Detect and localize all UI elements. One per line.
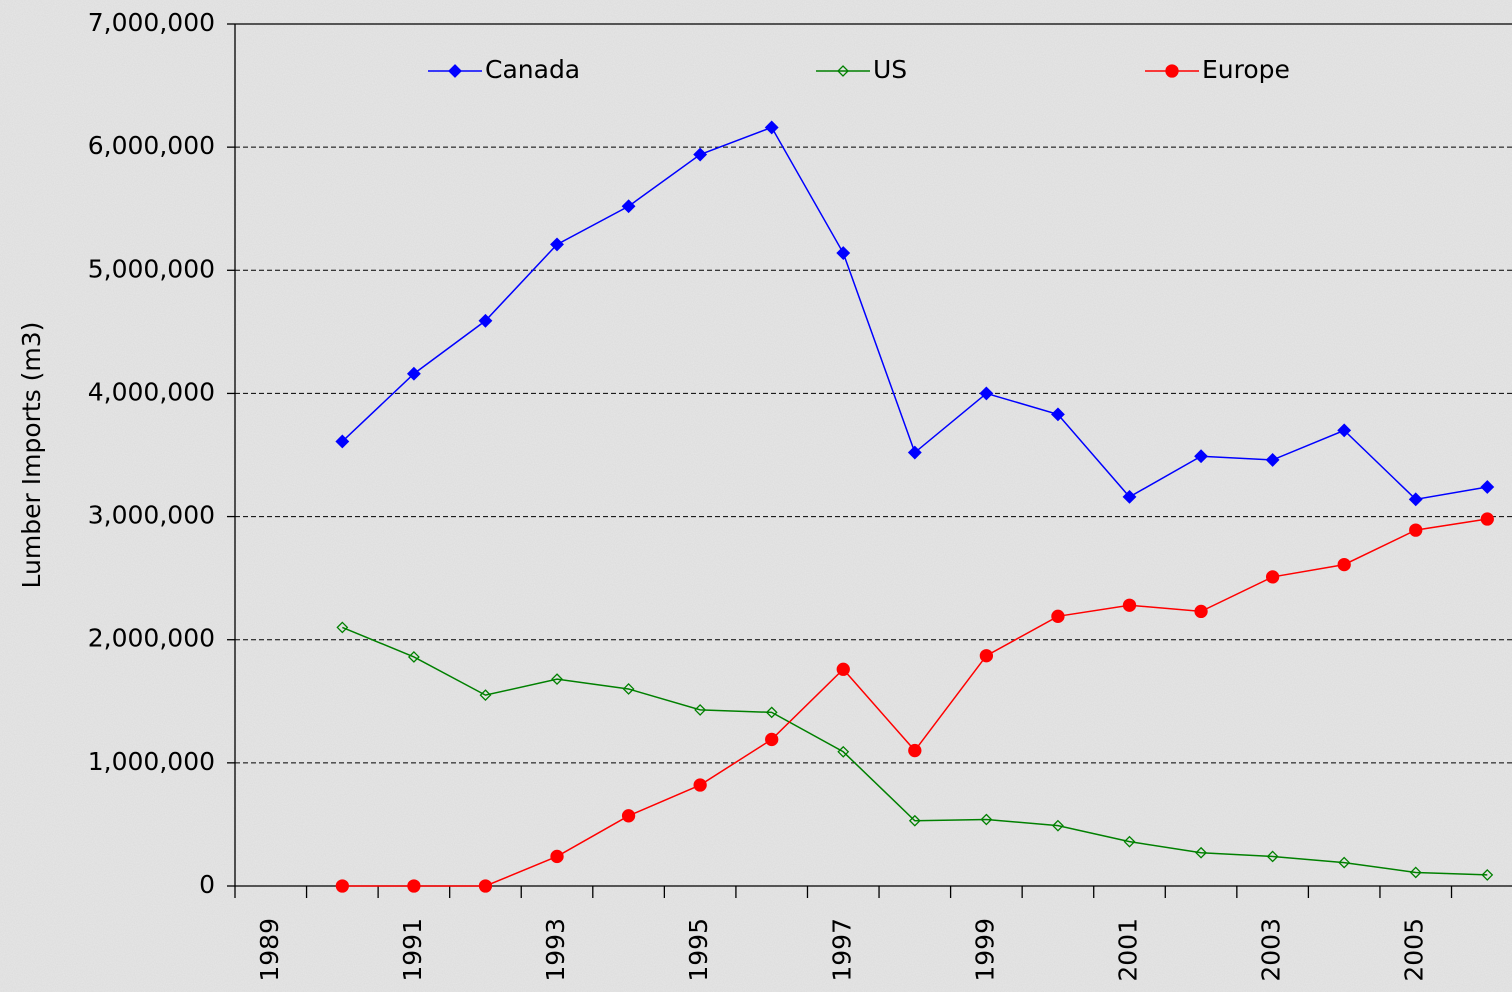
x-tick-label: 2001 — [1114, 918, 1143, 982]
data-point — [1051, 407, 1065, 422]
x-tick-label: 1995 — [684, 918, 713, 982]
y-axis-label: Lumber Imports (m3) — [17, 322, 46, 589]
data-point — [621, 809, 636, 823]
data-point — [336, 621, 349, 634]
legend-label: Canada — [485, 55, 580, 84]
y-tick-label: 5,000,000 — [88, 254, 215, 283]
data-point — [1338, 856, 1351, 869]
data-point — [980, 813, 993, 826]
data-point — [1337, 557, 1351, 572]
data-point — [1195, 846, 1207, 859]
y-tick-label: 7,000,000 — [88, 8, 215, 37]
data-point — [478, 879, 493, 893]
y-tick-label: 6,000,000 — [88, 131, 215, 160]
data-point — [550, 849, 564, 864]
data-point — [1265, 453, 1280, 467]
data-point — [1052, 819, 1064, 832]
y-tick-label: 3,000,000 — [88, 501, 215, 530]
data-point — [479, 689, 492, 702]
data-point — [908, 743, 922, 758]
x-tick-label: 1991 — [398, 918, 427, 982]
data-point — [478, 313, 493, 328]
data-point — [407, 651, 420, 663]
data-point — [907, 445, 922, 460]
legend-label: US — [873, 55, 907, 84]
data-point — [1123, 835, 1136, 848]
data-point — [1480, 480, 1495, 494]
data-point — [551, 673, 563, 686]
data-point — [1266, 850, 1279, 863]
data-point — [407, 879, 421, 893]
data-point — [693, 147, 708, 162]
x-tick-label: 1997 — [827, 918, 856, 982]
series-line — [342, 626, 1488, 876]
data-point — [694, 703, 707, 716]
data-point — [836, 662, 850, 676]
data-point — [1122, 598, 1137, 612]
data-point — [1481, 868, 1494, 881]
data-point — [1265, 570, 1280, 584]
y-tick-label: 0 — [199, 870, 215, 899]
data-point — [1409, 523, 1423, 537]
data-point — [693, 778, 707, 792]
legend-marker — [837, 65, 849, 77]
y-tick-label: 2,000,000 — [88, 624, 215, 653]
data-point — [765, 706, 778, 719]
data-point — [1337, 423, 1352, 438]
legend-marker — [448, 64, 462, 78]
data-point — [836, 246, 851, 260]
data-point — [979, 386, 994, 401]
x-tick-label: 1999 — [970, 918, 999, 982]
data-point — [764, 120, 779, 135]
data-point — [1194, 604, 1208, 619]
data-point — [1194, 449, 1208, 464]
data-point — [1051, 609, 1065, 623]
legend-label: Europe — [1202, 55, 1290, 84]
data-point — [979, 649, 994, 663]
data-point — [1480, 512, 1494, 526]
data-point — [1122, 489, 1137, 504]
data-point — [550, 237, 564, 252]
x-tick-label: 1993 — [541, 918, 570, 982]
data-point — [622, 683, 635, 695]
x-tick-label: 2005 — [1400, 918, 1429, 982]
x-tick-label: 2003 — [1257, 918, 1286, 982]
data-point — [621, 199, 636, 214]
data-point — [335, 434, 350, 449]
data-point — [1408, 492, 1423, 507]
y-tick-label: 1,000,000 — [88, 747, 215, 776]
data-point — [765, 732, 779, 747]
y-tick-label: 4,000,000 — [88, 377, 215, 406]
data-point — [335, 879, 349, 893]
data-point — [908, 814, 921, 827]
data-point — [406, 366, 421, 381]
legend-marker — [1165, 64, 1179, 78]
data-point — [837, 745, 850, 758]
x-tick-label: 1989 — [255, 918, 284, 982]
data-point — [1409, 866, 1422, 879]
